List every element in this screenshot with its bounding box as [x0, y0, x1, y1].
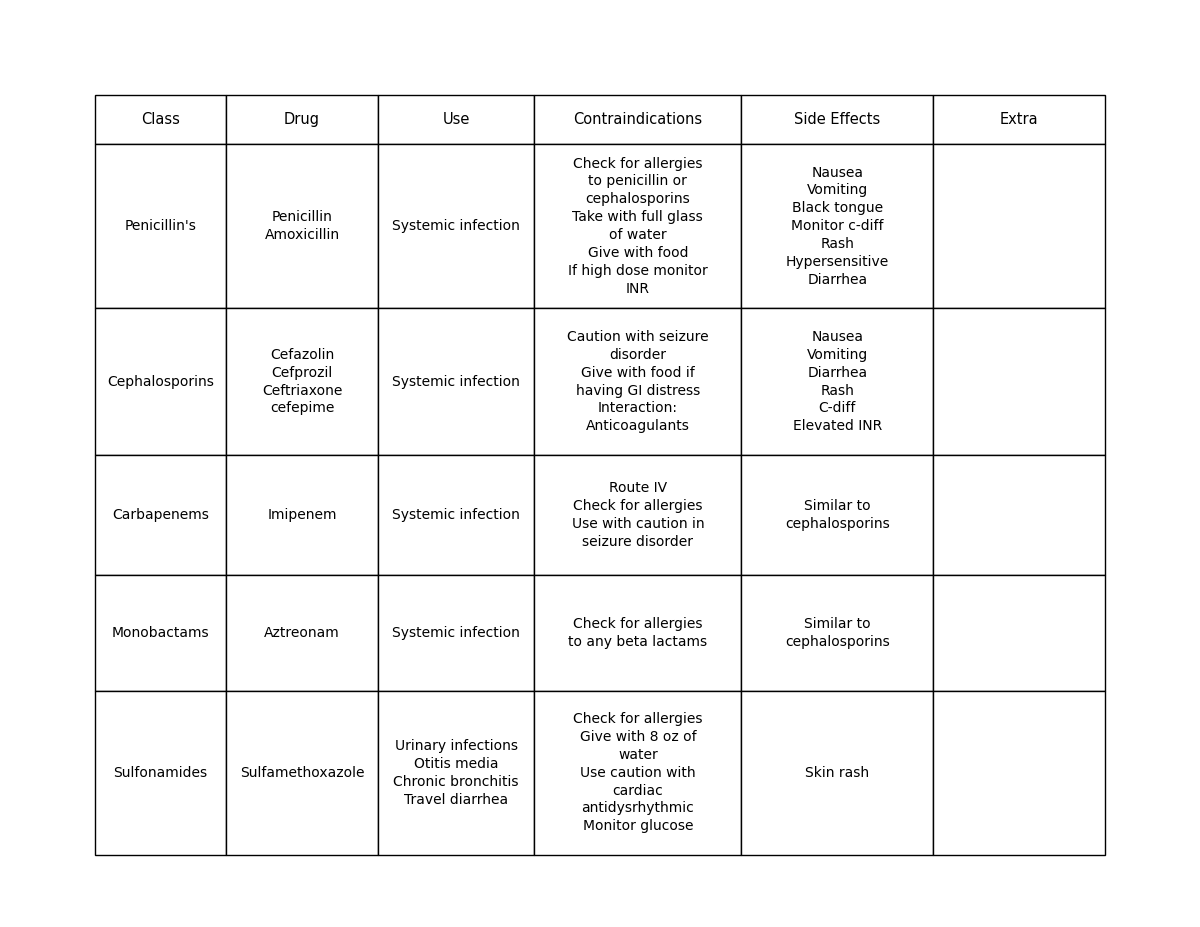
Text: Sulfamethoxazole: Sulfamethoxazole: [240, 766, 365, 780]
Bar: [534, 455, 742, 575]
Bar: [95, 95, 227, 144]
Bar: [95, 575, 227, 691]
Bar: [934, 309, 1105, 455]
Bar: [934, 144, 1105, 309]
Text: Systemic infection: Systemic infection: [392, 219, 520, 233]
Bar: [534, 309, 742, 455]
Text: Extra: Extra: [1000, 112, 1038, 127]
Text: Class: Class: [142, 112, 180, 127]
Bar: [95, 309, 227, 455]
Text: Skin rash: Skin rash: [805, 766, 870, 780]
Text: Check for allergies
to penicillin or
cephalosporins
Take with full glass
of wate: Check for allergies to penicillin or cep…: [568, 157, 708, 296]
Bar: [534, 575, 742, 691]
Bar: [378, 455, 534, 575]
Bar: [378, 691, 534, 855]
Text: Penicillin's: Penicillin's: [125, 219, 197, 233]
Bar: [742, 691, 934, 855]
Bar: [742, 95, 934, 144]
Bar: [534, 144, 742, 309]
Bar: [95, 691, 227, 855]
Text: Systemic infection: Systemic infection: [392, 375, 520, 388]
Text: Route IV
Check for allergies
Use with caution in
seizure disorder: Route IV Check for allergies Use with ca…: [571, 481, 704, 549]
Text: Systemic infection: Systemic infection: [392, 508, 520, 522]
Text: Drug: Drug: [284, 112, 320, 127]
Bar: [95, 455, 227, 575]
Bar: [227, 575, 378, 691]
Text: Monobactams: Monobactams: [112, 626, 210, 640]
Text: Use: Use: [443, 112, 469, 127]
Bar: [227, 691, 378, 855]
Bar: [378, 575, 534, 691]
Text: Urinary infections
Otitis media
Chronic bronchitis
Travel diarrhea: Urinary infections Otitis media Chronic …: [394, 739, 518, 806]
Bar: [378, 144, 534, 309]
Text: Nausea
Vomiting
Diarrhea
Rash
C-diff
Elevated INR: Nausea Vomiting Diarrhea Rash C-diff Ele…: [793, 330, 882, 433]
Text: Cefazolin
Cefprozil
Ceftriaxone
cefepime: Cefazolin Cefprozil Ceftriaxone cefepime: [262, 348, 342, 415]
Text: Check for allergies
to any beta lactams: Check for allergies to any beta lactams: [569, 616, 708, 649]
Bar: [378, 309, 534, 455]
Bar: [742, 309, 934, 455]
Bar: [534, 691, 742, 855]
Bar: [534, 95, 742, 144]
Bar: [934, 691, 1105, 855]
Text: Side Effects: Side Effects: [794, 112, 881, 127]
Text: Contraindications: Contraindications: [574, 112, 702, 127]
Text: Penicillin
Amoxicillin: Penicillin Amoxicillin: [264, 210, 340, 242]
Text: Carbapenems: Carbapenems: [113, 508, 209, 522]
Bar: [378, 95, 534, 144]
Bar: [934, 455, 1105, 575]
Text: Caution with seizure
disorder
Give with food if
having GI distress
Interaction:
: Caution with seizure disorder Give with …: [568, 330, 709, 433]
Text: Similar to
cephalosporins: Similar to cephalosporins: [785, 616, 889, 649]
Bar: [227, 455, 378, 575]
Bar: [934, 95, 1105, 144]
Text: Similar to
cephalosporins: Similar to cephalosporins: [785, 499, 889, 531]
Text: Systemic infection: Systemic infection: [392, 626, 520, 640]
Bar: [227, 95, 378, 144]
Bar: [227, 309, 378, 455]
Bar: [742, 575, 934, 691]
Bar: [227, 144, 378, 309]
Text: Nausea
Vomiting
Black tongue
Monitor c-diff
Rash
Hypersensitive
Diarrhea: Nausea Vomiting Black tongue Monitor c-d…: [786, 166, 889, 286]
Text: Cephalosporins: Cephalosporins: [107, 375, 214, 388]
Bar: [742, 144, 934, 309]
Bar: [742, 455, 934, 575]
Text: Sulfonamides: Sulfonamides: [114, 766, 208, 780]
Text: Aztreonam: Aztreonam: [264, 626, 340, 640]
Text: Check for allergies
Give with 8 oz of
water
Use caution with
cardiac
antidysrhyt: Check for allergies Give with 8 oz of wa…: [574, 712, 703, 833]
Bar: [95, 144, 227, 309]
Bar: [934, 575, 1105, 691]
Text: Imipenem: Imipenem: [268, 508, 337, 522]
